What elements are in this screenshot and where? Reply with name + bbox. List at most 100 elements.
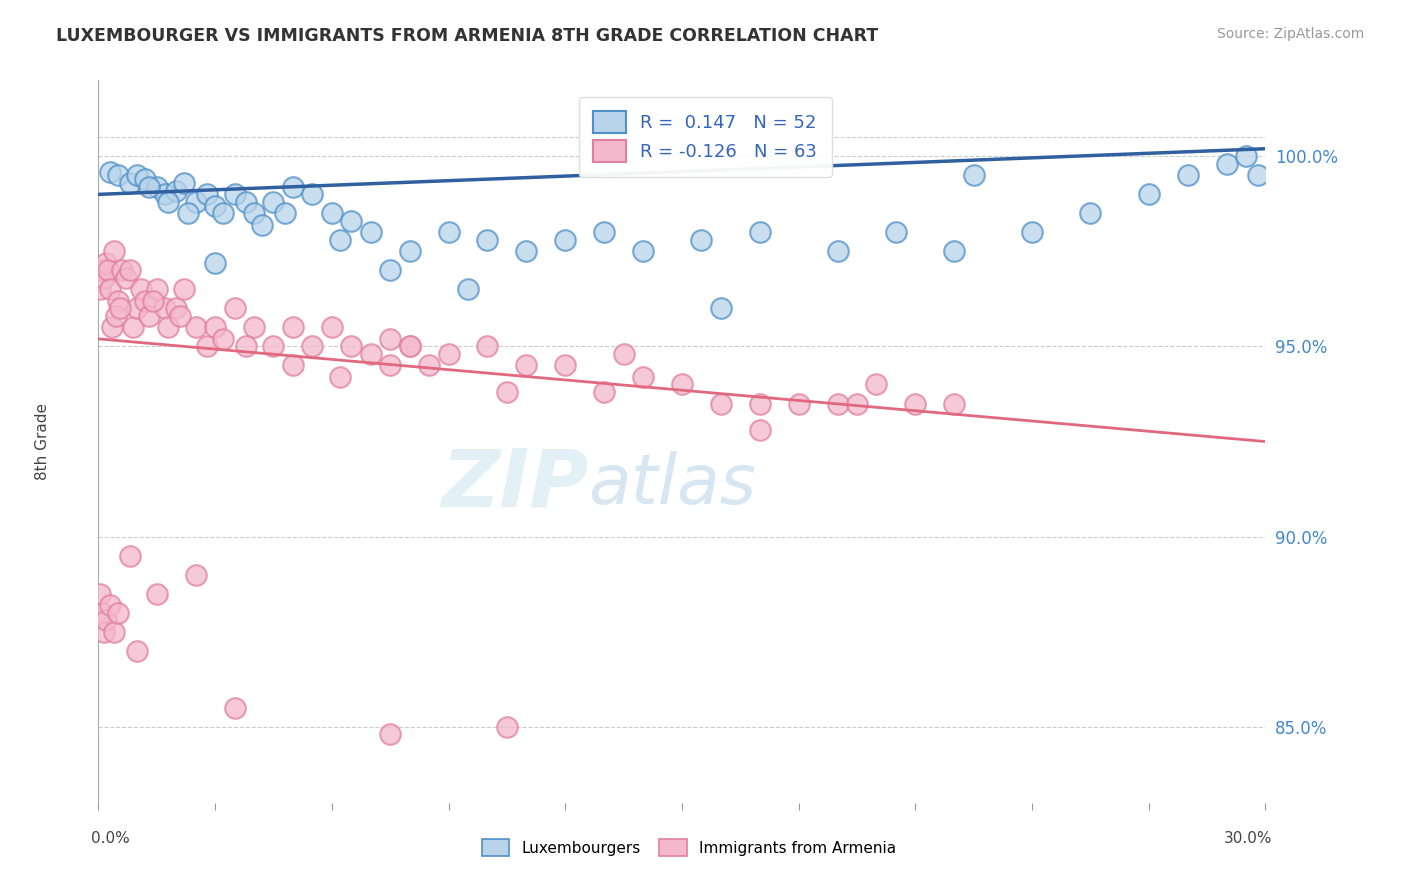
Point	[224, 301, 246, 316]
Point	[748, 423, 770, 437]
Point	[398, 339, 420, 353]
Point	[107, 169, 129, 183]
Point	[827, 244, 849, 259]
Point	[262, 339, 284, 353]
Point	[340, 339, 363, 353]
Point	[418, 359, 440, 373]
Point	[108, 301, 131, 316]
Legend: Luxembourgers, Immigrants from Armenia: Luxembourgers, Immigrants from Armenia	[475, 833, 903, 862]
Point	[146, 282, 169, 296]
Point	[129, 282, 152, 296]
Point	[845, 396, 868, 410]
Point	[104, 309, 127, 323]
Point	[671, 377, 693, 392]
Point	[243, 320, 266, 334]
Point	[1215, 157, 1237, 171]
Text: Source: ZipAtlas.com: Source: ZipAtlas.com	[1216, 27, 1364, 41]
Point	[93, 271, 115, 285]
Point	[710, 301, 733, 316]
Point	[690, 233, 713, 247]
Point	[122, 320, 145, 334]
Point	[962, 169, 984, 183]
Point	[98, 598, 121, 612]
Point	[97, 263, 120, 277]
Point	[360, 347, 382, 361]
Point	[243, 206, 266, 220]
Point	[169, 309, 191, 323]
Point	[1137, 187, 1160, 202]
Point	[398, 244, 420, 259]
Point	[301, 187, 323, 202]
Point	[89, 282, 111, 296]
Point	[157, 320, 180, 334]
Text: 30.0%: 30.0%	[1225, 831, 1272, 846]
Point	[281, 359, 304, 373]
Point	[195, 339, 218, 353]
Point	[195, 187, 218, 202]
Point	[134, 293, 156, 308]
Point	[380, 263, 402, 277]
Point	[103, 624, 125, 639]
Point	[380, 359, 402, 373]
Point	[101, 320, 124, 334]
Point	[457, 282, 479, 296]
Point	[943, 396, 966, 410]
Point	[710, 396, 733, 410]
Point	[118, 263, 141, 277]
Point	[173, 282, 195, 296]
Point	[224, 700, 246, 714]
Point	[134, 172, 156, 186]
Point	[146, 179, 169, 194]
Point	[496, 720, 519, 734]
Point	[184, 320, 207, 334]
Point	[943, 244, 966, 259]
Point	[281, 320, 304, 334]
Point	[274, 206, 297, 220]
Point	[138, 309, 160, 323]
Point	[262, 194, 284, 209]
Point	[127, 643, 149, 657]
Point	[612, 347, 634, 361]
Point	[554, 359, 576, 373]
Point	[631, 244, 654, 259]
Point	[93, 624, 115, 639]
Point	[114, 271, 136, 285]
Point	[157, 194, 180, 209]
Point	[235, 194, 257, 209]
Point	[827, 396, 849, 410]
Point	[329, 370, 352, 384]
Text: ZIP: ZIP	[441, 446, 589, 524]
Point	[748, 396, 770, 410]
Point	[98, 282, 121, 296]
Point	[321, 320, 343, 334]
Point	[340, 214, 363, 228]
Point	[398, 339, 420, 353]
Point	[865, 377, 887, 392]
Point	[380, 332, 402, 346]
Point	[107, 293, 129, 308]
Point	[250, 218, 273, 232]
Point	[884, 226, 907, 240]
Point	[281, 179, 304, 194]
Point	[146, 587, 169, 601]
Point	[118, 549, 141, 563]
Point	[204, 320, 226, 334]
Point	[153, 301, 176, 316]
Point	[212, 206, 235, 220]
Point	[515, 244, 537, 259]
Text: 0.0%: 0.0%	[91, 831, 131, 846]
Point	[329, 233, 352, 247]
Point	[235, 339, 257, 353]
Point	[142, 293, 165, 308]
Point	[89, 587, 111, 601]
Point	[184, 567, 207, 582]
Text: atlas: atlas	[589, 451, 756, 518]
Point	[103, 244, 125, 259]
Point	[204, 256, 226, 270]
Point	[127, 169, 149, 183]
Legend: R =  0.147   N = 52, R = -0.126   N = 63: R = 0.147 N = 52, R = -0.126 N = 63	[579, 96, 831, 177]
Point	[496, 385, 519, 400]
Point	[515, 359, 537, 373]
Point	[91, 263, 114, 277]
Point	[360, 226, 382, 240]
